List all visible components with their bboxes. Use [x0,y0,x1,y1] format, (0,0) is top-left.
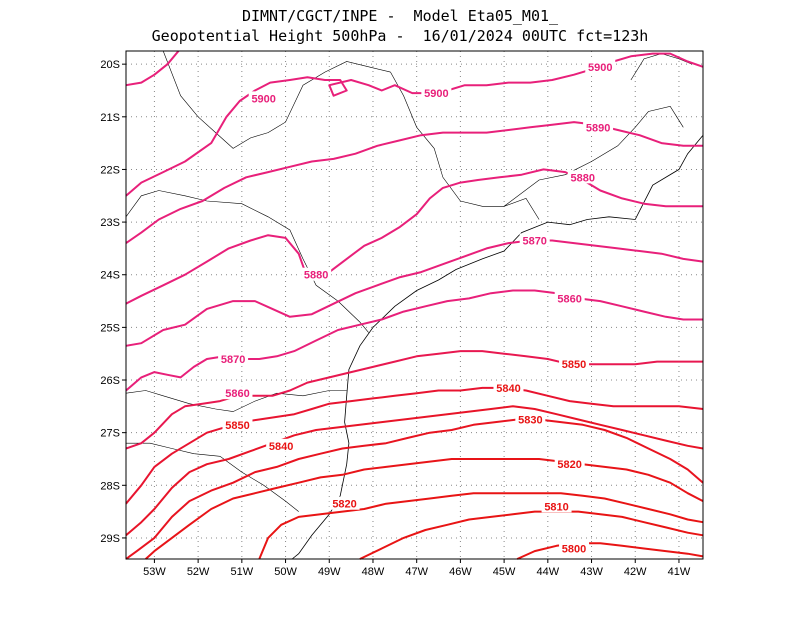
contour-label-5840: 5840 [496,383,520,395]
state-border [125,190,369,333]
contour-label-5880: 5880 [571,172,595,184]
y-tick-label: 25S [100,322,120,334]
contour-label-5870: 5870 [522,236,546,248]
contour-label-bg [519,233,550,247]
x-tick-label: 45W [493,566,516,578]
x-tick-label: 43W [580,566,603,578]
contour-label-bg [585,59,616,73]
contour-label-bg [583,120,614,134]
contour-label-5880: 5880 [304,270,328,282]
y-tick-label: 21S [100,112,120,124]
contour-5900 [125,52,704,197]
contour-label-5870: 5870 [221,354,245,366]
y-axis-ticks: 20S 21S 22S 23S 24S 25S 26S 27S 28S 29S [100,59,126,545]
contour-5860 [125,289,703,392]
contour-5870 [125,239,704,347]
contour-label-bg [559,357,590,371]
contour-label-5890: 5890 [586,122,610,134]
contour-label-5830: 5830 [518,414,542,426]
contour-5820 [125,418,704,560]
x-tick-label: 49W [318,566,341,578]
contour-label-5820: 5820 [332,499,356,511]
contour-label-5820: 5820 [557,459,581,471]
x-tick-label: 52W [187,566,210,578]
contour-label-bg [515,412,546,426]
contour-5900 [125,50,180,87]
contour-label-bg [567,170,598,184]
contour-5830 [125,405,704,537]
state-border [162,50,391,149]
contour-label-bg [248,91,279,105]
y-tick-label: 23S [100,217,120,229]
contour-label-bg [218,351,249,365]
contour-label-bg [266,438,297,452]
contour-label-5810: 5810 [544,501,568,513]
title-line-1: DIMNT/CGCT/INPE - Model Eta05_M01_ [241,7,559,25]
title-line-2: Geopotential Height 500hPa - 16/01/2024 … [151,27,649,45]
x-tick-label: 46W [449,566,472,578]
contour-label-5900: 5900 [424,88,448,100]
x-tick-label: 48W [362,566,385,578]
x-tick-label: 41W [668,566,691,578]
y-tick-label: 20S [100,59,120,71]
contour-5850 [125,350,703,450]
y-tick-label: 26S [100,375,120,387]
contour-label-bg [493,380,524,394]
contour-5800 [359,510,704,560]
contour-label-5800: 5800 [562,543,586,555]
coastline [291,134,704,560]
x-tick-label: 50W [274,566,297,578]
contour-label-bg [541,499,572,513]
map-frame [125,50,704,560]
contour-label-5900: 5900 [588,62,612,74]
y-tick-label: 22S [100,164,120,176]
contour-label-bg [554,457,585,471]
x-tick-label: 44W [537,566,560,578]
contour-5820 [145,458,704,560]
state-border [125,390,347,412]
contour-label-bg [421,86,452,100]
contour-label-5850: 5850 [225,420,249,432]
contour-label-bg [222,386,253,400]
x-tick-label: 53W [143,566,166,578]
state-border [630,53,693,81]
y-tick-label: 28S [100,480,120,492]
contour-label-5860: 5860 [557,293,581,305]
state-borders [125,50,693,512]
y-tick-label: 29S [100,533,120,545]
state-border [126,442,299,512]
y-tick-label: 24S [100,270,120,282]
contour-label-bg [222,417,253,431]
contour-label-5860: 5860 [225,388,249,400]
state-border [390,71,540,220]
contour-5840 [125,386,704,505]
coastline-path [291,134,704,560]
x-axis-ticks: 53W 52W 51W 50W 49W 48W 47W 46W 45W 44W 43W 42W 41W [143,559,691,578]
contour-5810 [258,492,704,560]
contour-label-5850: 5850 [562,359,586,371]
height-contours [125,50,704,560]
x-tick-label: 51W [231,566,254,578]
state-border [503,105,684,207]
x-tick-label: 42W [624,566,647,578]
contour-label-bg [559,541,590,555]
contour-5800 [516,542,704,560]
contour-label-5900: 5900 [251,93,275,105]
contour-label-bg [329,496,360,510]
contour-5880 [125,168,703,305]
x-tick-label: 47W [405,566,428,578]
contour-label-5840: 5840 [269,441,293,453]
contour-label-bg [301,267,332,281]
contour-label-bg [554,291,585,305]
y-tick-label: 27S [100,428,120,440]
contour-labels: 5900 5900 5900 5890 5880 5880 5870 5870 5860 5860… [218,59,616,555]
